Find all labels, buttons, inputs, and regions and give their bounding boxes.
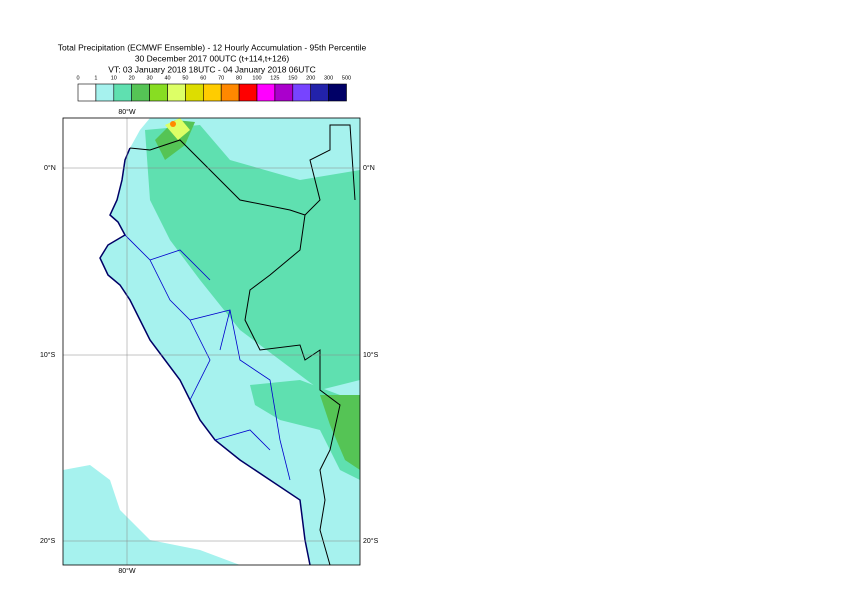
lat-label: 0°N xyxy=(363,164,375,172)
legend-swatch xyxy=(113,83,133,102)
title: Total Precipitation (ECMWF Ensemble) - 1… xyxy=(58,42,367,52)
legend: 0 1 10 20 30 40 50 60 70 80 100 125 150 200 300 500 xyxy=(76,75,351,102)
valid-time: VT: 03 January 2018 18UTC - 04 January 2… xyxy=(108,64,315,74)
legend-swatch xyxy=(292,83,311,102)
legend-label: 60 xyxy=(200,75,206,81)
legend-swatch xyxy=(256,83,276,102)
legend-label: 1 xyxy=(94,75,97,81)
legend-label: 500 xyxy=(342,75,351,81)
legend-swatch xyxy=(77,83,97,102)
legend-label: 50 xyxy=(182,75,188,81)
legend-swatch xyxy=(185,83,204,102)
lat-label: 10°S xyxy=(363,351,379,359)
map-frame xyxy=(62,117,361,566)
lon-label: 80°W xyxy=(118,567,136,575)
legend-label: 100 xyxy=(252,75,261,81)
legend-swatch xyxy=(310,83,329,102)
legend-swatch xyxy=(167,83,186,102)
legend-label: 200 xyxy=(306,75,315,81)
legend-label: 0 xyxy=(76,75,79,81)
lat-label: 0°N xyxy=(44,164,56,172)
legend-label: 10 xyxy=(111,75,117,81)
legend-label: 70 xyxy=(218,75,224,81)
subtitle: 30 December 2017 00UTC (t+114,t+126) xyxy=(135,53,290,63)
legend-label: 30 xyxy=(147,75,153,81)
graticule xyxy=(63,118,360,565)
legend-label: 150 xyxy=(288,75,297,81)
legend-label: 20 xyxy=(129,75,135,81)
lat-label: 20°S xyxy=(363,537,379,545)
legend-label: 80 xyxy=(236,75,242,81)
lat-label: 10°S xyxy=(40,351,56,359)
legend-label: 125 xyxy=(270,75,279,81)
legend-swatch xyxy=(131,83,150,102)
legend-swatch xyxy=(220,83,240,102)
legend-swatch xyxy=(203,83,222,102)
map xyxy=(63,118,360,565)
legend-swatch xyxy=(95,83,115,102)
lat-label: 20°S xyxy=(40,537,56,545)
legend-swatch xyxy=(238,83,258,102)
legend-label: 300 xyxy=(324,75,333,81)
legend-label: 40 xyxy=(164,75,170,81)
lon-label: 80°W xyxy=(118,108,136,116)
legend-swatch xyxy=(328,83,347,102)
legend-swatch xyxy=(274,83,294,102)
legend-swatch xyxy=(149,83,168,102)
